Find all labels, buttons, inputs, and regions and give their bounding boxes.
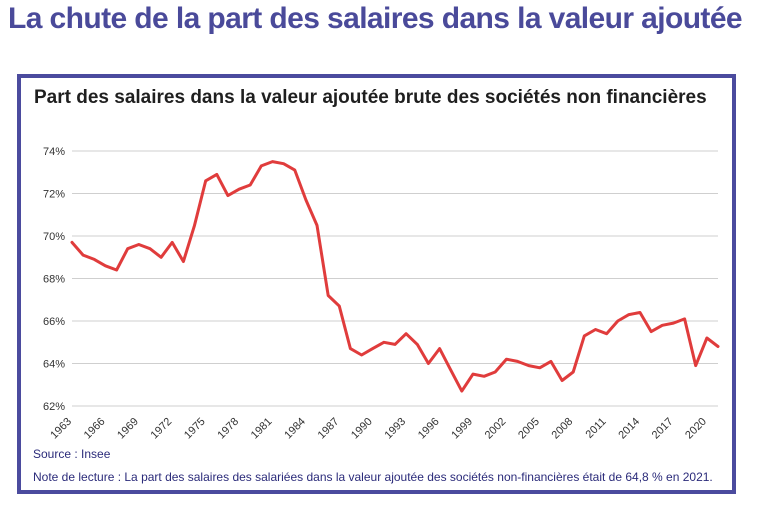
x-tick-label: 1993 (382, 416, 408, 442)
data-point (627, 313, 631, 316)
x-axis-tick-labels: 1963 1966 1969 1972 1975 1978 1981 1984 1987 1990… (48, 416, 709, 442)
data-point (360, 353, 363, 357)
x-tick-label: 1987 (316, 416, 342, 442)
data-point (171, 241, 174, 244)
page-headline: La chute de la part des salaires dans la… (8, 2, 743, 35)
x-tick-label: 2017 (650, 416, 676, 442)
data-point (594, 328, 597, 331)
y-tick-label: 74% (43, 146, 65, 158)
y-axis-tick-labels: 62% 64% 66% 68% 70% 72% 74% (43, 146, 65, 413)
data-point (371, 347, 374, 350)
data-point (70, 241, 74, 244)
data-point (572, 370, 575, 374)
x-tick-label: 1975 (182, 416, 208, 442)
x-tick-label: 1996 (416, 416, 442, 442)
data-point (204, 179, 207, 182)
x-tick-label: 1984 (282, 416, 308, 442)
y-tick-label: 68% (43, 274, 65, 286)
data-point (304, 198, 308, 202)
data-point (560, 379, 564, 382)
data-point (694, 364, 697, 367)
data-point (404, 332, 408, 335)
data-point (538, 366, 541, 369)
data-point (226, 194, 230, 197)
data-point (393, 343, 397, 346)
data-point (126, 247, 129, 250)
data-point (683, 317, 686, 321)
source-text: Source : Insee (33, 447, 111, 461)
data-point (137, 243, 141, 246)
data-point (549, 360, 553, 363)
data-point (416, 343, 419, 346)
x-tick-label: 1969 (115, 416, 141, 442)
data-point (159, 256, 163, 259)
data-point (193, 224, 196, 227)
series-line (70, 160, 720, 393)
data-point (293, 168, 296, 172)
data-point (449, 368, 452, 372)
data-point (482, 375, 486, 378)
y-tick-label: 64% (43, 359, 65, 371)
data-point (438, 347, 441, 350)
data-point (616, 319, 619, 323)
data-point (494, 370, 497, 374)
reading-note: Note de lecture : La part des salaires d… (33, 470, 713, 484)
data-point (649, 330, 653, 333)
data-point (271, 160, 274, 163)
x-tick-label: 2008 (550, 416, 576, 442)
y-tick-label: 62% (43, 401, 65, 413)
x-tick-label: 2020 (683, 416, 709, 442)
x-tick-label: 1981 (249, 416, 275, 442)
data-point (527, 364, 530, 367)
data-point (382, 341, 386, 344)
data-point (661, 324, 664, 327)
data-point (471, 372, 475, 376)
data-point (349, 347, 352, 350)
data-point (427, 362, 430, 365)
data-point (583, 334, 586, 338)
data-point (148, 247, 152, 250)
data-point (115, 268, 118, 272)
data-point (249, 183, 252, 187)
chart-frame (17, 74, 736, 494)
data-point (326, 294, 330, 297)
chart-title: Part des salaires dans la valeur ajoutée… (34, 87, 707, 108)
data-point (315, 224, 319, 227)
data-point (605, 332, 608, 335)
data-point (505, 358, 508, 361)
data-point (237, 188, 241, 191)
data-point (104, 264, 107, 267)
data-point (282, 162, 285, 165)
y-tick-label: 70% (43, 231, 65, 243)
data-point (705, 336, 709, 340)
x-tick-label: 1966 (82, 416, 108, 442)
data-point (638, 311, 642, 314)
x-tick-label: 1972 (149, 416, 175, 442)
y-tick-label: 72% (43, 189, 65, 201)
x-tick-label: 1963 (48, 416, 74, 442)
data-point (215, 173, 218, 176)
data-point (672, 321, 675, 325)
x-tick-label: 1978 (215, 416, 241, 442)
chart-series (70, 160, 720, 393)
y-tick-label: 66% (43, 316, 65, 328)
data-point (182, 260, 185, 263)
x-tick-label: 2014 (616, 416, 642, 442)
x-tick-label: 1990 (349, 416, 375, 442)
x-tick-label: 2005 (516, 416, 542, 442)
data-point (338, 304, 341, 308)
data-point (460, 389, 464, 393)
chart-gridlines (72, 150, 718, 407)
x-tick-label: 2002 (483, 416, 509, 442)
data-point (516, 360, 519, 363)
data-point (716, 345, 720, 348)
data-point (260, 164, 263, 168)
data-point (81, 253, 85, 257)
data-point (93, 258, 96, 261)
x-tick-label: 2011 (584, 416, 609, 441)
x-tick-label: 1999 (449, 416, 475, 442)
